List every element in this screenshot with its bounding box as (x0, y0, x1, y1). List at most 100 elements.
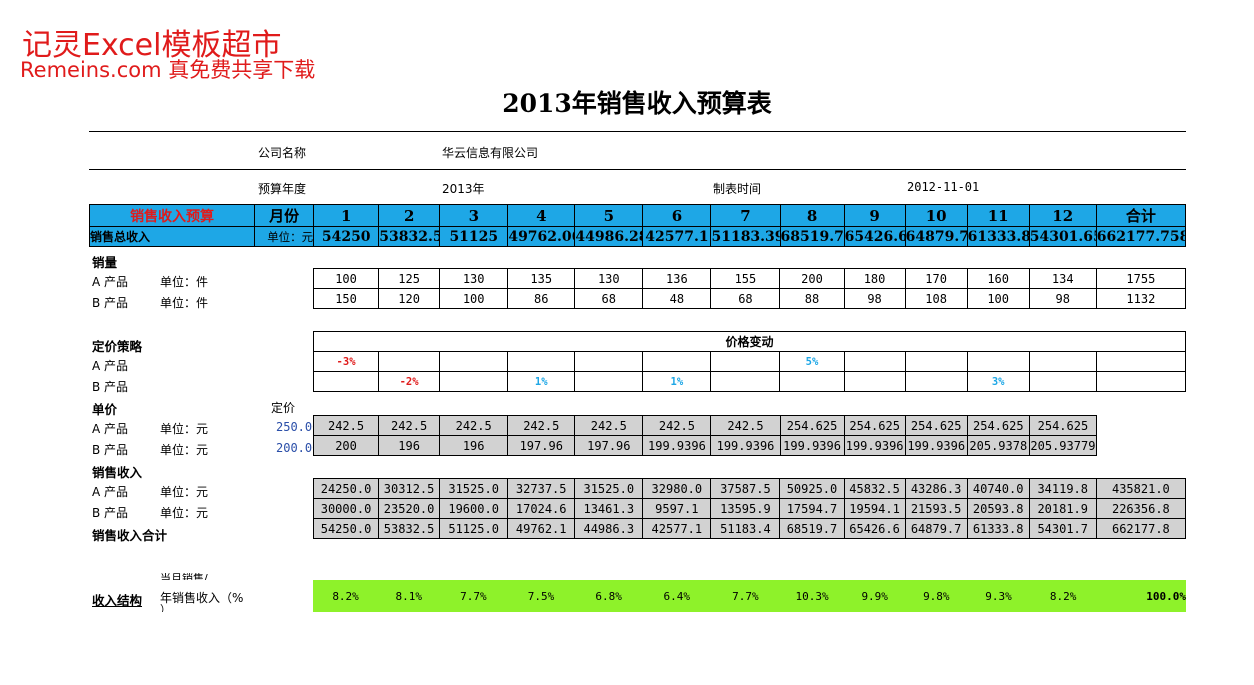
month-cell: 6 (642, 204, 712, 227)
table-cell: 9.9% (844, 580, 906, 612)
table-cell: 53832.5 (378, 226, 441, 247)
table-cell: 200 (779, 268, 845, 289)
table-cell: 98 (843, 288, 906, 309)
table-cell: 5% (779, 351, 845, 372)
table-cell: 19594.1 (843, 498, 906, 519)
table-cell: 42577.1 (642, 226, 712, 247)
table-row: 100 125 130 135 130 136 155 200 180 170 160 134 1755 (312, 268, 1187, 289)
month-cell: 4 (507, 204, 576, 227)
table-cell: 68 (574, 288, 644, 309)
table-cell: 6.4% (642, 580, 711, 612)
table-cell: 20181.9 (1028, 498, 1097, 519)
table-row: 24250.0 30312.5 31525.0 32737.5 31525.0 32980… (312, 478, 1187, 499)
table-cell (507, 351, 576, 372)
table-cell: 10.3% (779, 580, 845, 612)
structure-table: 8.2% 8.1% 7.7% 7.5% 6.8% 6.4% 7.7% 10.3% 9.9% 9.8… (313, 580, 1186, 612)
table-cell: 130 (439, 268, 509, 289)
sales-volume-title: 销量 (92, 255, 118, 270)
table-cell: 20593.8 (966, 498, 1030, 519)
table-cell: 51125.0 (439, 518, 509, 539)
table-cell (1095, 371, 1187, 392)
table-cell: 9.3% (967, 580, 1030, 612)
table-cell: 1132 (1095, 288, 1187, 309)
structure-desc-top: 当月销售/ (160, 573, 208, 580)
table-row: 8.2% 8.1% 7.7% 7.5% 6.8% 6.4% 7.7% 10.3% 9.9% 9.8… (313, 580, 1186, 612)
table-cell: 100 (966, 288, 1030, 309)
table-cell (843, 371, 906, 392)
table-cell: 7.5% (507, 580, 575, 612)
table-cell (642, 351, 712, 372)
table-cell: 155 (710, 268, 781, 289)
table-cell: 160 (966, 268, 1030, 289)
table-cell: 51183.4 (710, 518, 781, 539)
table-cell: 21593.5 (904, 498, 968, 519)
table-cell: 45832.5 (843, 478, 906, 499)
table-cell: 31525.0 (574, 478, 644, 499)
table-cell: 30312.5 (378, 478, 441, 499)
row-product: B 产品 (92, 506, 129, 520)
sales-revenue-total-label: 销售收入合计 (92, 528, 168, 543)
table-cell: 68519.7 (779, 518, 845, 539)
table-cell: 199.9396 (710, 435, 781, 456)
table-cell: 199.9396 (843, 435, 906, 456)
table-cell: 49762.06 (507, 226, 576, 247)
table-cell: 37587.5 (710, 478, 781, 499)
month-cell: 3 (439, 204, 509, 227)
table-row: 价格变动 (313, 331, 1186, 352)
table-cell: 197.96 (507, 435, 576, 456)
table-cell: 65426.6 (843, 226, 906, 247)
table-cell: 150 (312, 288, 380, 309)
table-row: -2% 1% 1% 3% (312, 371, 1187, 392)
row-unit: 单位：元 (160, 485, 209, 499)
base-price-label: 定价 (271, 401, 296, 415)
table-cell (710, 351, 781, 372)
table-cell: 3% (966, 371, 1030, 392)
table-cell: 136 (642, 268, 712, 289)
row-product: A 产品 (92, 275, 129, 289)
table-cell (574, 351, 644, 372)
table-cell: 43286.3 (904, 478, 968, 499)
table-cell: 199.9396 (904, 435, 968, 456)
table-cell (779, 371, 845, 392)
table-cell: 86 (507, 288, 576, 309)
table-cell: 242.5 (439, 415, 509, 436)
table-cell (1095, 351, 1187, 372)
table-cell: 100 (312, 268, 380, 289)
total-revenue-label: 销售总收入 (88, 226, 256, 247)
table-cell: 197.96 (574, 435, 644, 456)
table-cell: 64879.7 (904, 518, 968, 539)
table-cell: 32980.0 (642, 478, 712, 499)
company-label: 公司名称 (258, 146, 307, 160)
table-cell: 98 (1028, 288, 1097, 309)
table-cell: 254.625 (779, 415, 845, 436)
table-cell: 8.2% (1029, 580, 1097, 612)
month-cell: 7 (710, 204, 781, 227)
table-cell: 242.5 (507, 415, 576, 436)
sales-revenue-title: 销售收入 (92, 465, 143, 480)
company-name: 华云信息有限公司 (442, 146, 539, 160)
table-cell: 254.625 (1028, 415, 1098, 436)
table-cell: 51183.39 (710, 226, 781, 247)
month-label-cell: 月份 (254, 204, 315, 227)
table-row: -3% 5% (312, 351, 1187, 372)
month-cell: 2 (378, 204, 441, 227)
row-product: B 产品 (92, 296, 129, 310)
pricing-title: 定价策略 (92, 339, 143, 354)
month-cell: 9 (843, 204, 906, 227)
table-cell: 9.8% (905, 580, 968, 612)
table-cell: 242.5 (710, 415, 781, 436)
table-cell: 17594.7 (779, 498, 845, 519)
row-unit: 单位：件 (160, 275, 209, 289)
table-cell (904, 371, 968, 392)
table-cell: 125 (378, 268, 441, 289)
budget-header-table: 销售收入预算 月份 1 2 3 4 5 6 7 8 9 10 11 12 合计 … (88, 204, 1187, 247)
table-cell: 108 (904, 288, 968, 309)
table-row: 200 196 196 197.96 197.96 199.9396 199.9396 199… (312, 435, 1098, 456)
table-cell (710, 371, 781, 392)
table-cell: 9597.1 (642, 498, 712, 519)
price-change-header: 价格变动 (313, 331, 1186, 352)
table-cell: 130 (574, 268, 644, 289)
table-cell: 17024.6 (507, 498, 576, 519)
month-cell: 12 (1028, 204, 1097, 227)
table-cell: 88 (779, 288, 845, 309)
